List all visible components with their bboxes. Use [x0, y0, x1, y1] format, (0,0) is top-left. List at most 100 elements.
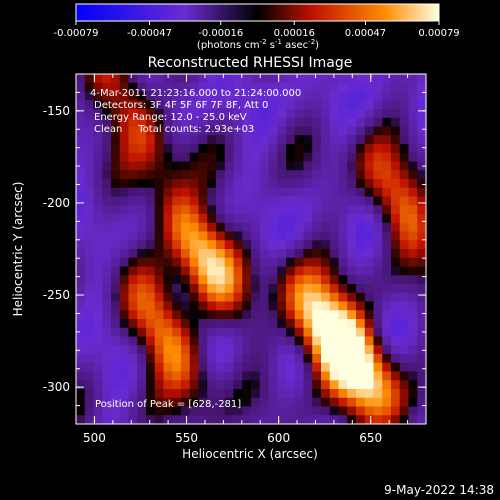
heatmap-cell [329, 354, 339, 364]
heatmap-cell [137, 389, 147, 399]
heatmap-cell [224, 310, 234, 320]
heatmap-cell [181, 222, 191, 232]
heatmap-cell [251, 240, 261, 250]
heatmap-cell [84, 406, 94, 416]
heatmap-cell [242, 109, 252, 119]
heatmap-cell [259, 327, 269, 337]
heatmap-cell [417, 152, 426, 162]
heatmap-cell [84, 345, 94, 355]
heatmap-cell [382, 196, 392, 206]
heatmap-cell [399, 214, 409, 224]
heatmap-cell [259, 354, 269, 364]
heatmap-cell [198, 135, 208, 145]
heatmap-cell [356, 214, 366, 224]
heatmap-cell [268, 152, 278, 162]
heatmap-cell [198, 389, 208, 399]
heatmap-cell [137, 74, 147, 84]
heatmap-cell [198, 415, 208, 424]
heatmap-cell [347, 380, 357, 390]
heatmap-cell [312, 389, 322, 399]
heatmap-cell [268, 249, 278, 259]
heatmap-cell [312, 275, 322, 285]
heatmap-cell [163, 415, 173, 424]
heatmap-cell [111, 205, 121, 215]
heatmap-cell [268, 380, 278, 390]
heatmap-cell [181, 354, 191, 364]
heatmap-cell [312, 100, 322, 110]
heatmap-cell [277, 257, 287, 267]
heatmap-cell [277, 196, 287, 206]
heatmap-cell [303, 284, 313, 294]
heatmap-cell [259, 275, 269, 285]
heatmap-cell [198, 144, 208, 154]
heatmap-cell [181, 179, 191, 189]
heatmap-cell [84, 126, 94, 136]
heatmap-cell [172, 196, 182, 206]
heatmap-cell [408, 249, 418, 259]
heatmap-cell [277, 292, 287, 302]
heatmap-cell [102, 380, 112, 390]
y-tick-label: -300 [43, 380, 70, 394]
heatmap-cell [119, 152, 129, 162]
heatmap-cell [224, 284, 234, 294]
heatmap-cell [128, 362, 138, 372]
heatmap-cell [303, 161, 313, 171]
heatmap-cell [189, 179, 199, 189]
plot-frame [75, 73, 427, 425]
heatmap-cell [119, 415, 129, 424]
heatmap-cell [356, 135, 366, 145]
y-tick-label: -200 [43, 196, 70, 210]
heatmap-cell [242, 74, 252, 84]
heatmap-cell [294, 327, 304, 337]
heatmap-cell [312, 284, 322, 294]
heatmap-cell [76, 284, 86, 294]
heatmap-cell [347, 100, 357, 110]
heatmap-cell [242, 345, 252, 355]
heatmap-cell [181, 205, 191, 215]
heatmap-cell [391, 284, 401, 294]
heatmap-cell [338, 397, 348, 407]
heatmap-cell [119, 170, 129, 180]
heatmap-cell [111, 362, 121, 372]
heatmap-cell [102, 152, 112, 162]
heatmap-cell [373, 327, 383, 337]
heatmap-cell [251, 126, 261, 136]
heatmap-cell [163, 74, 173, 84]
chart-title: Reconstructed RHESSI Image [148, 55, 353, 71]
heatmap-cell [198, 152, 208, 162]
heatmap-cell [242, 389, 252, 399]
heatmap-cell [417, 380, 426, 390]
heatmap-cell [207, 161, 217, 171]
heatmap-cell [277, 336, 287, 346]
heatmap-cell [84, 266, 94, 276]
heatmap-cell [224, 266, 234, 276]
heatmap-cell [207, 117, 217, 127]
heatmap-cell [382, 275, 392, 285]
heatmap-cell [286, 152, 296, 162]
heatmap-cell [251, 249, 261, 259]
heatmap-cell [154, 135, 164, 145]
heatmap-cell [373, 389, 383, 399]
heatmap-cell [373, 371, 383, 381]
heatmap-cell [216, 144, 226, 154]
heatmap-cell [207, 126, 217, 136]
heatmap-cell [146, 170, 156, 180]
heatmap-cell [154, 231, 164, 241]
heatmap-cell [102, 196, 112, 206]
heatmap-cell [154, 161, 164, 171]
heatmap-cell [382, 301, 392, 311]
heatmap-cell [286, 240, 296, 250]
heatmap-cell [76, 152, 86, 162]
heatmap-cell [146, 406, 156, 416]
heatmap-cell [154, 327, 164, 337]
heatmap-cell [286, 310, 296, 320]
heatmap-cell [268, 301, 278, 311]
heatmap-cell [198, 126, 208, 136]
heatmap-cell [312, 354, 322, 364]
heatmap-cell [111, 161, 121, 171]
heatmap-cell [277, 91, 287, 101]
heatmap-cell [251, 319, 261, 329]
heatmap-cell [259, 292, 269, 302]
heatmap-cell [382, 126, 392, 136]
heatmap-cell [268, 109, 278, 119]
